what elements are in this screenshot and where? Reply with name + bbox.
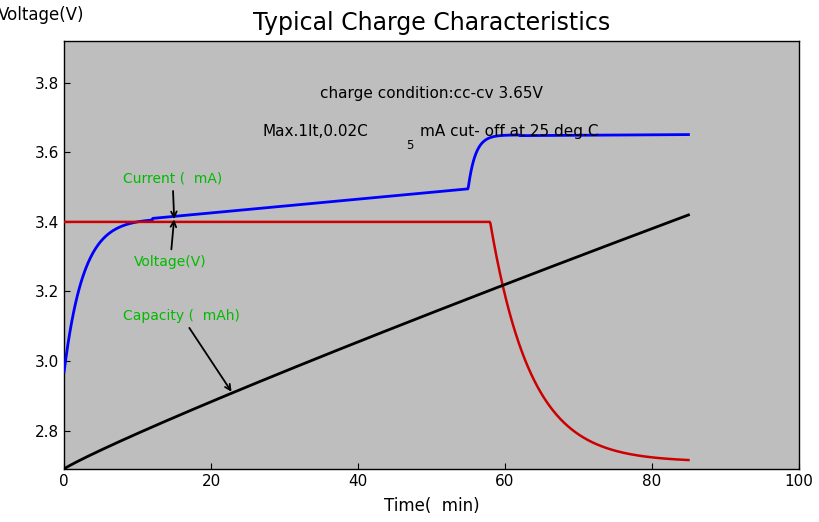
X-axis label: Time(  min): Time( min) xyxy=(383,497,478,515)
Text: Current (  mA): Current ( mA) xyxy=(123,171,222,217)
Text: Capacity (  mAh): Capacity ( mAh) xyxy=(123,309,239,390)
Text: 5: 5 xyxy=(405,139,413,152)
Text: charge condition:cc-cv 3.65V: charge condition:cc-cv 3.65V xyxy=(319,86,542,101)
Text: mA cut- off at 25 deg.C: mA cut- off at 25 deg.C xyxy=(420,124,598,139)
Text: Max.1It,0.02C: Max.1It,0.02C xyxy=(262,124,368,139)
Text: Voltage(V): Voltage(V) xyxy=(133,221,206,269)
Text: Voltage(V): Voltage(V) xyxy=(0,6,84,24)
Title: Typical Charge Characteristics: Typical Charge Characteristics xyxy=(252,11,609,35)
